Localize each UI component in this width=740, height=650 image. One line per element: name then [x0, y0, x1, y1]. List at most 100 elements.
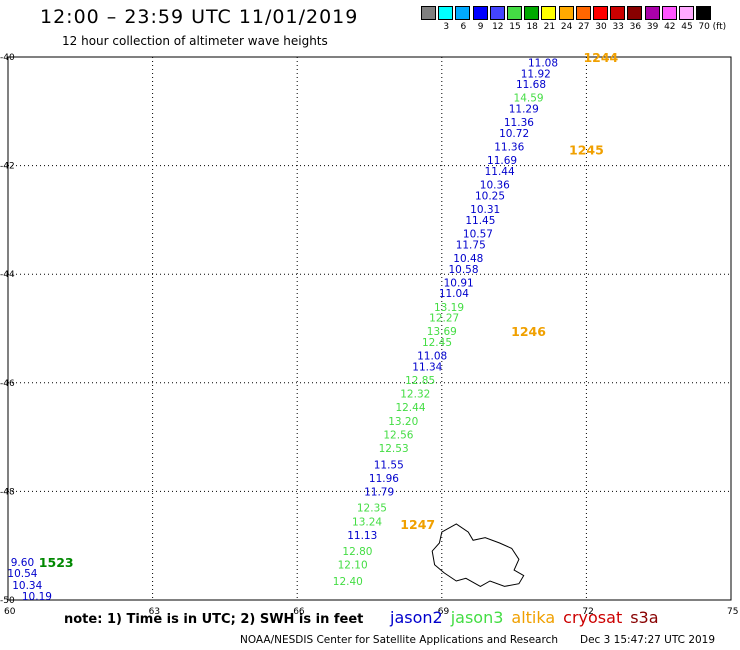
legend-swatch [421, 6, 436, 20]
pass-time-label: 1246 [511, 324, 546, 339]
lon-tick-label: 66 [293, 607, 305, 617]
lon-tick-label: 63 [149, 607, 160, 617]
legend-swatch [661, 6, 677, 20]
wave-height-label: 11.79 [364, 486, 394, 498]
map-subtitle: 12 hour collection of altimeter wave hei… [62, 34, 328, 48]
legend-swatch [644, 6, 660, 20]
legend-tick-label: 15 [509, 22, 521, 32]
wave-height-label: 12.85 [405, 375, 435, 387]
satellite-legend: jason2 jason3 altika cryosat s3a [390, 608, 667, 627]
legend-tick-label: 6 [460, 22, 467, 32]
generated-timestamp: Dec 3 15:47:27 UTC 2019 [580, 634, 716, 646]
legend-tick-label: 45 [681, 22, 693, 32]
pass-time-label: 1247 [400, 517, 435, 532]
wave-height-label: 12.44 [395, 402, 425, 414]
lat-tick-label: -42 [0, 162, 15, 172]
wave-height-label: 12.80 [342, 546, 372, 558]
lon-tick-label: 72 [582, 607, 593, 617]
wave-height-label: 13.19 [434, 302, 464, 314]
wave-height-label: 10.58 [448, 264, 478, 276]
wave-height-label: 12.27 [429, 313, 459, 325]
wave-height-label: 11.69 [487, 155, 517, 167]
satellite-cryosat: cryosat [563, 608, 623, 627]
legend-swatch [472, 6, 488, 20]
wave-height-label: 12.45 [422, 337, 452, 349]
legend-tick-label: 18 [526, 22, 538, 32]
wave-height-label: 11.29 [509, 104, 539, 116]
wave-height-label: 10.57 [463, 228, 493, 240]
satellite-altika: altika [511, 608, 556, 627]
legend-swatch [558, 6, 574, 20]
island-coastline [431, 523, 525, 587]
wave-height-label: 11.96 [369, 473, 399, 485]
satellite-jason3: jason3 [450, 608, 504, 627]
legend-swatch [696, 6, 712, 20]
legend-tick-label: 70 [698, 22, 710, 32]
wave-height-label: 10.54 [7, 568, 37, 580]
wave-height-label: 11.68 [516, 79, 546, 91]
lat-tick-label: -46 [0, 379, 15, 389]
wave-height-label: 10.91 [444, 277, 474, 289]
wave-height-label: 10.34 [12, 580, 42, 592]
legend-tick-label: 21 [543, 22, 556, 32]
pass-time-label: 1523 [39, 555, 74, 570]
wave-height-label: 11.36 [504, 117, 534, 129]
wave-height-label: 12.56 [383, 429, 413, 441]
map-title: 12:00 – 23:59 UTC 11/01/2019 [40, 6, 359, 28]
wave-height-label: 14.59 [514, 93, 544, 105]
legend-tick-label: 33 [612, 22, 624, 32]
legend-swatch [627, 6, 643, 20]
legend-swatch [489, 6, 505, 20]
wave-height-label: 13.69 [427, 326, 457, 338]
legend-tick-label: 9 [477, 22, 484, 32]
legend-swatch [610, 6, 626, 20]
legend-swatch [679, 6, 694, 20]
legend-tick-label: 42 [664, 22, 676, 32]
credit-line: NOAA/NESDIS Center for Satellite Applica… [240, 634, 715, 646]
wave-height-label: 11.44 [485, 166, 515, 178]
legend-swatch [575, 6, 591, 20]
legend-swatch [455, 6, 471, 20]
lat-tick-label: -48 [0, 487, 15, 497]
wave-height-label: 9.60 [11, 557, 34, 569]
wave-height-label: 13.20 [388, 416, 418, 428]
legend-swatch [438, 6, 454, 20]
lon-tick-label: 75 [727, 607, 738, 617]
wave-height-label: 11.92 [521, 68, 551, 80]
footer-note: note: 1) Time is in UTC; 2) SWH is in fe… [64, 612, 364, 627]
wave-height-label: 11.36 [494, 142, 524, 154]
satellite-s3a: s3a [630, 608, 659, 627]
lat-tick-label: -44 [0, 270, 15, 280]
wave-height-label: 13.24 [352, 516, 382, 528]
legend-unit: (ft) [712, 22, 727, 32]
legend-tick-label: 24 [560, 22, 573, 32]
wave-height-label: 10.36 [480, 180, 510, 192]
credit-text: NOAA/NESDIS Center for Satellite Applica… [240, 634, 558, 646]
wave-height-label: 12.35 [357, 503, 387, 515]
wave-height-label: 10.48 [453, 253, 483, 265]
legend-swatch [541, 6, 557, 20]
wave-height-label: 12.32 [400, 389, 430, 401]
legend-swatch [507, 6, 522, 20]
lat-tick-label: -40 [0, 53, 15, 63]
wave-height-label: 10.72 [499, 128, 529, 140]
legend-swatch [524, 6, 540, 20]
wave-height-label: 11.75 [456, 239, 486, 251]
legend-tick-label: 39 [646, 22, 659, 32]
wave-height-label: 10.19 [22, 591, 52, 603]
wave-height-label: 10.25 [475, 190, 505, 202]
wave-height-label: 11.08 [417, 351, 447, 363]
wave-height-label: 11.13 [347, 530, 377, 542]
satellite-jason2: jason2 [390, 608, 443, 627]
lon-tick-label: 60 [4, 607, 16, 617]
legend-tick-label: 12 [492, 22, 504, 32]
wave-height-label: 11.34 [412, 362, 442, 374]
wave-height-label: 11.55 [374, 459, 404, 471]
legend-tick-label: 27 [578, 22, 590, 32]
wave-height-label: 11.45 [465, 215, 495, 227]
wave-height-label: 12.10 [338, 560, 368, 572]
legend-swatch [593, 6, 608, 20]
wave-height-label: 12.40 [333, 576, 363, 588]
wave-height-label: 10.31 [470, 204, 500, 216]
